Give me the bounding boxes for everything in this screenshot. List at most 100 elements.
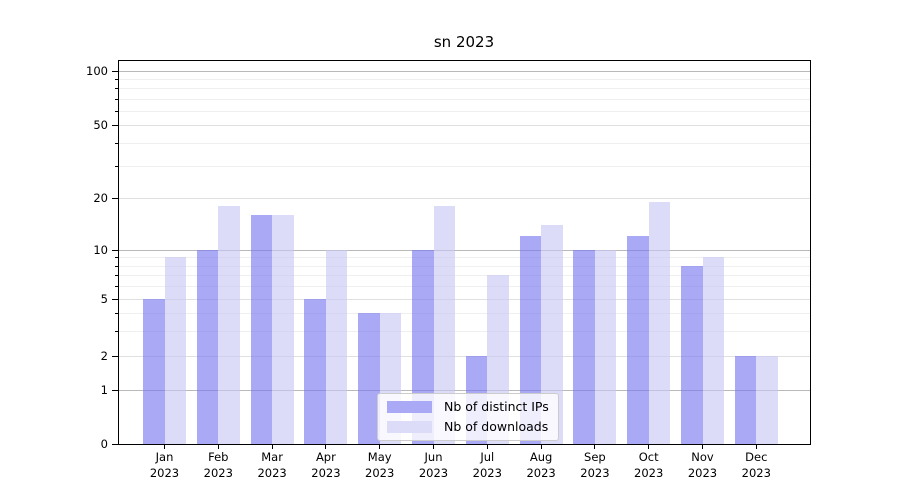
legend-label-nb-of-downloads: Nb of downloads — [444, 419, 549, 434]
gridline-minor-40 — [118, 142, 810, 144]
plot-spine-right — [810, 60, 811, 445]
plot-spine-top — [118, 60, 811, 61]
x-tick-month-jan: Jan — [155, 450, 174, 464]
x-tick-month-apr: Apr — [315, 450, 336, 464]
gridline-minor-4 — [118, 312, 810, 314]
gridline-major-10 — [118, 250, 810, 251]
y-minor-tick-mark-80 — [115, 88, 118, 90]
bar-aug-nb-of-distinct-ips — [519, 236, 542, 444]
bar-feb-nb-of-downloads — [218, 205, 240, 444]
bar-may-nb-of-distinct-ips — [358, 312, 380, 444]
x-tick-month-oct: Oct — [638, 450, 659, 464]
bar-apr-nb-of-downloads — [325, 250, 348, 444]
x-tick-label-feb: Feb 2023 — [186, 450, 250, 481]
x-tick-label-may: May 2023 — [348, 450, 412, 481]
gridline-major-1 — [118, 390, 810, 391]
gridline-minor-3 — [118, 330, 810, 332]
x-tick-month-nov: Nov — [691, 450, 714, 464]
y-minor-tick-mark-6 — [115, 286, 118, 288]
y-tick-label-10: 10 — [93, 243, 108, 257]
x-tick-month-feb: Feb — [208, 450, 229, 464]
x-tick-mark-jan — [164, 445, 165, 449]
gridline-major-2 — [118, 356, 810, 357]
x-tick-year-aug: 2023 — [526, 465, 556, 480]
x-tick-mark-oct — [648, 445, 650, 449]
bar-sep-nb-of-distinct-ips — [573, 250, 595, 444]
gridline-minor-6 — [118, 286, 810, 288]
bar-mar-nb-of-downloads — [272, 214, 294, 444]
y-tick-mark-2 — [112, 356, 118, 357]
x-tick-year-sep: 2023 — [580, 465, 610, 480]
gridline-minor-30 — [118, 165, 810, 167]
x-tick-label-jul: Jul 2023 — [455, 450, 519, 481]
x-tick-month-mar: Mar — [261, 450, 283, 464]
gridline-minor-60 — [118, 110, 810, 112]
legend-item-nb-of-distinct-ips: Nb of distinct IPs — [387, 399, 549, 415]
y-tick-mark-100 — [112, 71, 118, 72]
x-tick-year-jan: 2023 — [149, 465, 180, 480]
x-tick-mark-feb — [217, 445, 219, 449]
x-tick-label-sep: Sep 2023 — [563, 450, 627, 481]
x-tick-label-aug: Aug 2023 — [509, 450, 573, 481]
bar-aug-nb-of-downloads — [541, 224, 563, 444]
x-tick-mark-mar — [271, 445, 273, 449]
gridline-minor-7 — [118, 275, 810, 277]
y-tick-label-100: 100 — [86, 64, 108, 78]
y-tick-label-50: 50 — [93, 118, 108, 132]
legend-swatch-nb-of-downloads — [387, 421, 432, 433]
y-tick-label-2: 2 — [100, 349, 108, 363]
x-tick-mark-jul — [486, 445, 488, 449]
bar-dec-nb-of-downloads — [756, 356, 778, 444]
bar-dec-nb-of-distinct-ips — [734, 356, 757, 444]
x-tick-mark-jun — [433, 445, 434, 449]
y-tick-label-5: 5 — [100, 292, 108, 306]
y-tick-mark-5 — [112, 299, 118, 300]
gridline-minor-90 — [118, 79, 810, 81]
legend-item-nb-of-downloads: Nb of downloads — [387, 419, 549, 435]
y-minor-tick-mark-60 — [115, 110, 118, 112]
gridline-minor-8 — [118, 265, 810, 267]
gridline-minor-9 — [118, 257, 810, 259]
y-minor-tick-mark-3 — [115, 330, 118, 332]
gridline-major-100 — [118, 71, 810, 72]
x-tick-label-jan: Jan 2023 — [133, 450, 197, 481]
legend-rows: Nb of distinct IPs Nb of downloads — [387, 399, 549, 435]
bar-jan-nb-of-downloads — [164, 257, 186, 444]
gridline-minor-70 — [118, 98, 810, 100]
gridline-minor-80 — [118, 88, 810, 90]
x-tick-year-apr: 2023 — [311, 465, 341, 480]
plot-spine-bottom — [118, 444, 811, 445]
x-tick-mark-apr — [325, 445, 327, 449]
x-tick-month-aug: Aug — [529, 450, 553, 464]
chart-title: sn 2023 — [433, 33, 495, 51]
plot-area — [118, 60, 810, 444]
y-minor-tick-mark-70 — [115, 98, 118, 100]
y-tick-mark-1 — [112, 390, 118, 391]
x-tick-label-jun: Jun 2023 — [402, 450, 466, 481]
bar-mar-nb-of-distinct-ips — [250, 214, 273, 444]
x-tick-mark-nov — [702, 445, 703, 449]
x-tick-label-oct: Oct 2023 — [617, 450, 681, 481]
legend-label-nb-of-distinct-ips: Nb of distinct IPs — [444, 399, 549, 414]
gridline-major-50 — [118, 125, 810, 126]
x-tick-year-oct: 2023 — [634, 465, 664, 480]
x-tick-label-apr: Apr 2023 — [294, 450, 358, 481]
x-tick-month-sep: Sep — [584, 450, 606, 464]
plot-spine-left — [118, 60, 119, 445]
gridline-major-5 — [118, 299, 810, 300]
y-minor-tick-mark-30 — [115, 165, 118, 167]
y-minor-tick-mark-9 — [115, 257, 118, 259]
x-tick-mark-may — [379, 445, 381, 449]
bar-oct-nb-of-distinct-ips — [627, 236, 649, 444]
bar-jan-nb-of-distinct-ips — [143, 299, 165, 444]
y-minor-tick-mark-4 — [115, 312, 118, 314]
bar-jun-nb-of-downloads — [433, 205, 455, 444]
y-tick-mark-0 — [112, 444, 118, 445]
x-tick-year-jul: 2023 — [472, 465, 502, 480]
x-tick-month-dec: Dec — [745, 450, 768, 464]
y-tick-mark-10 — [112, 250, 118, 251]
y-minor-tick-mark-40 — [115, 142, 118, 144]
bar-sep-nb-of-downloads — [594, 250, 617, 444]
x-tick-year-mar: 2023 — [257, 465, 287, 480]
legend: Nb of distinct IPs Nb of downloads — [377, 393, 559, 441]
